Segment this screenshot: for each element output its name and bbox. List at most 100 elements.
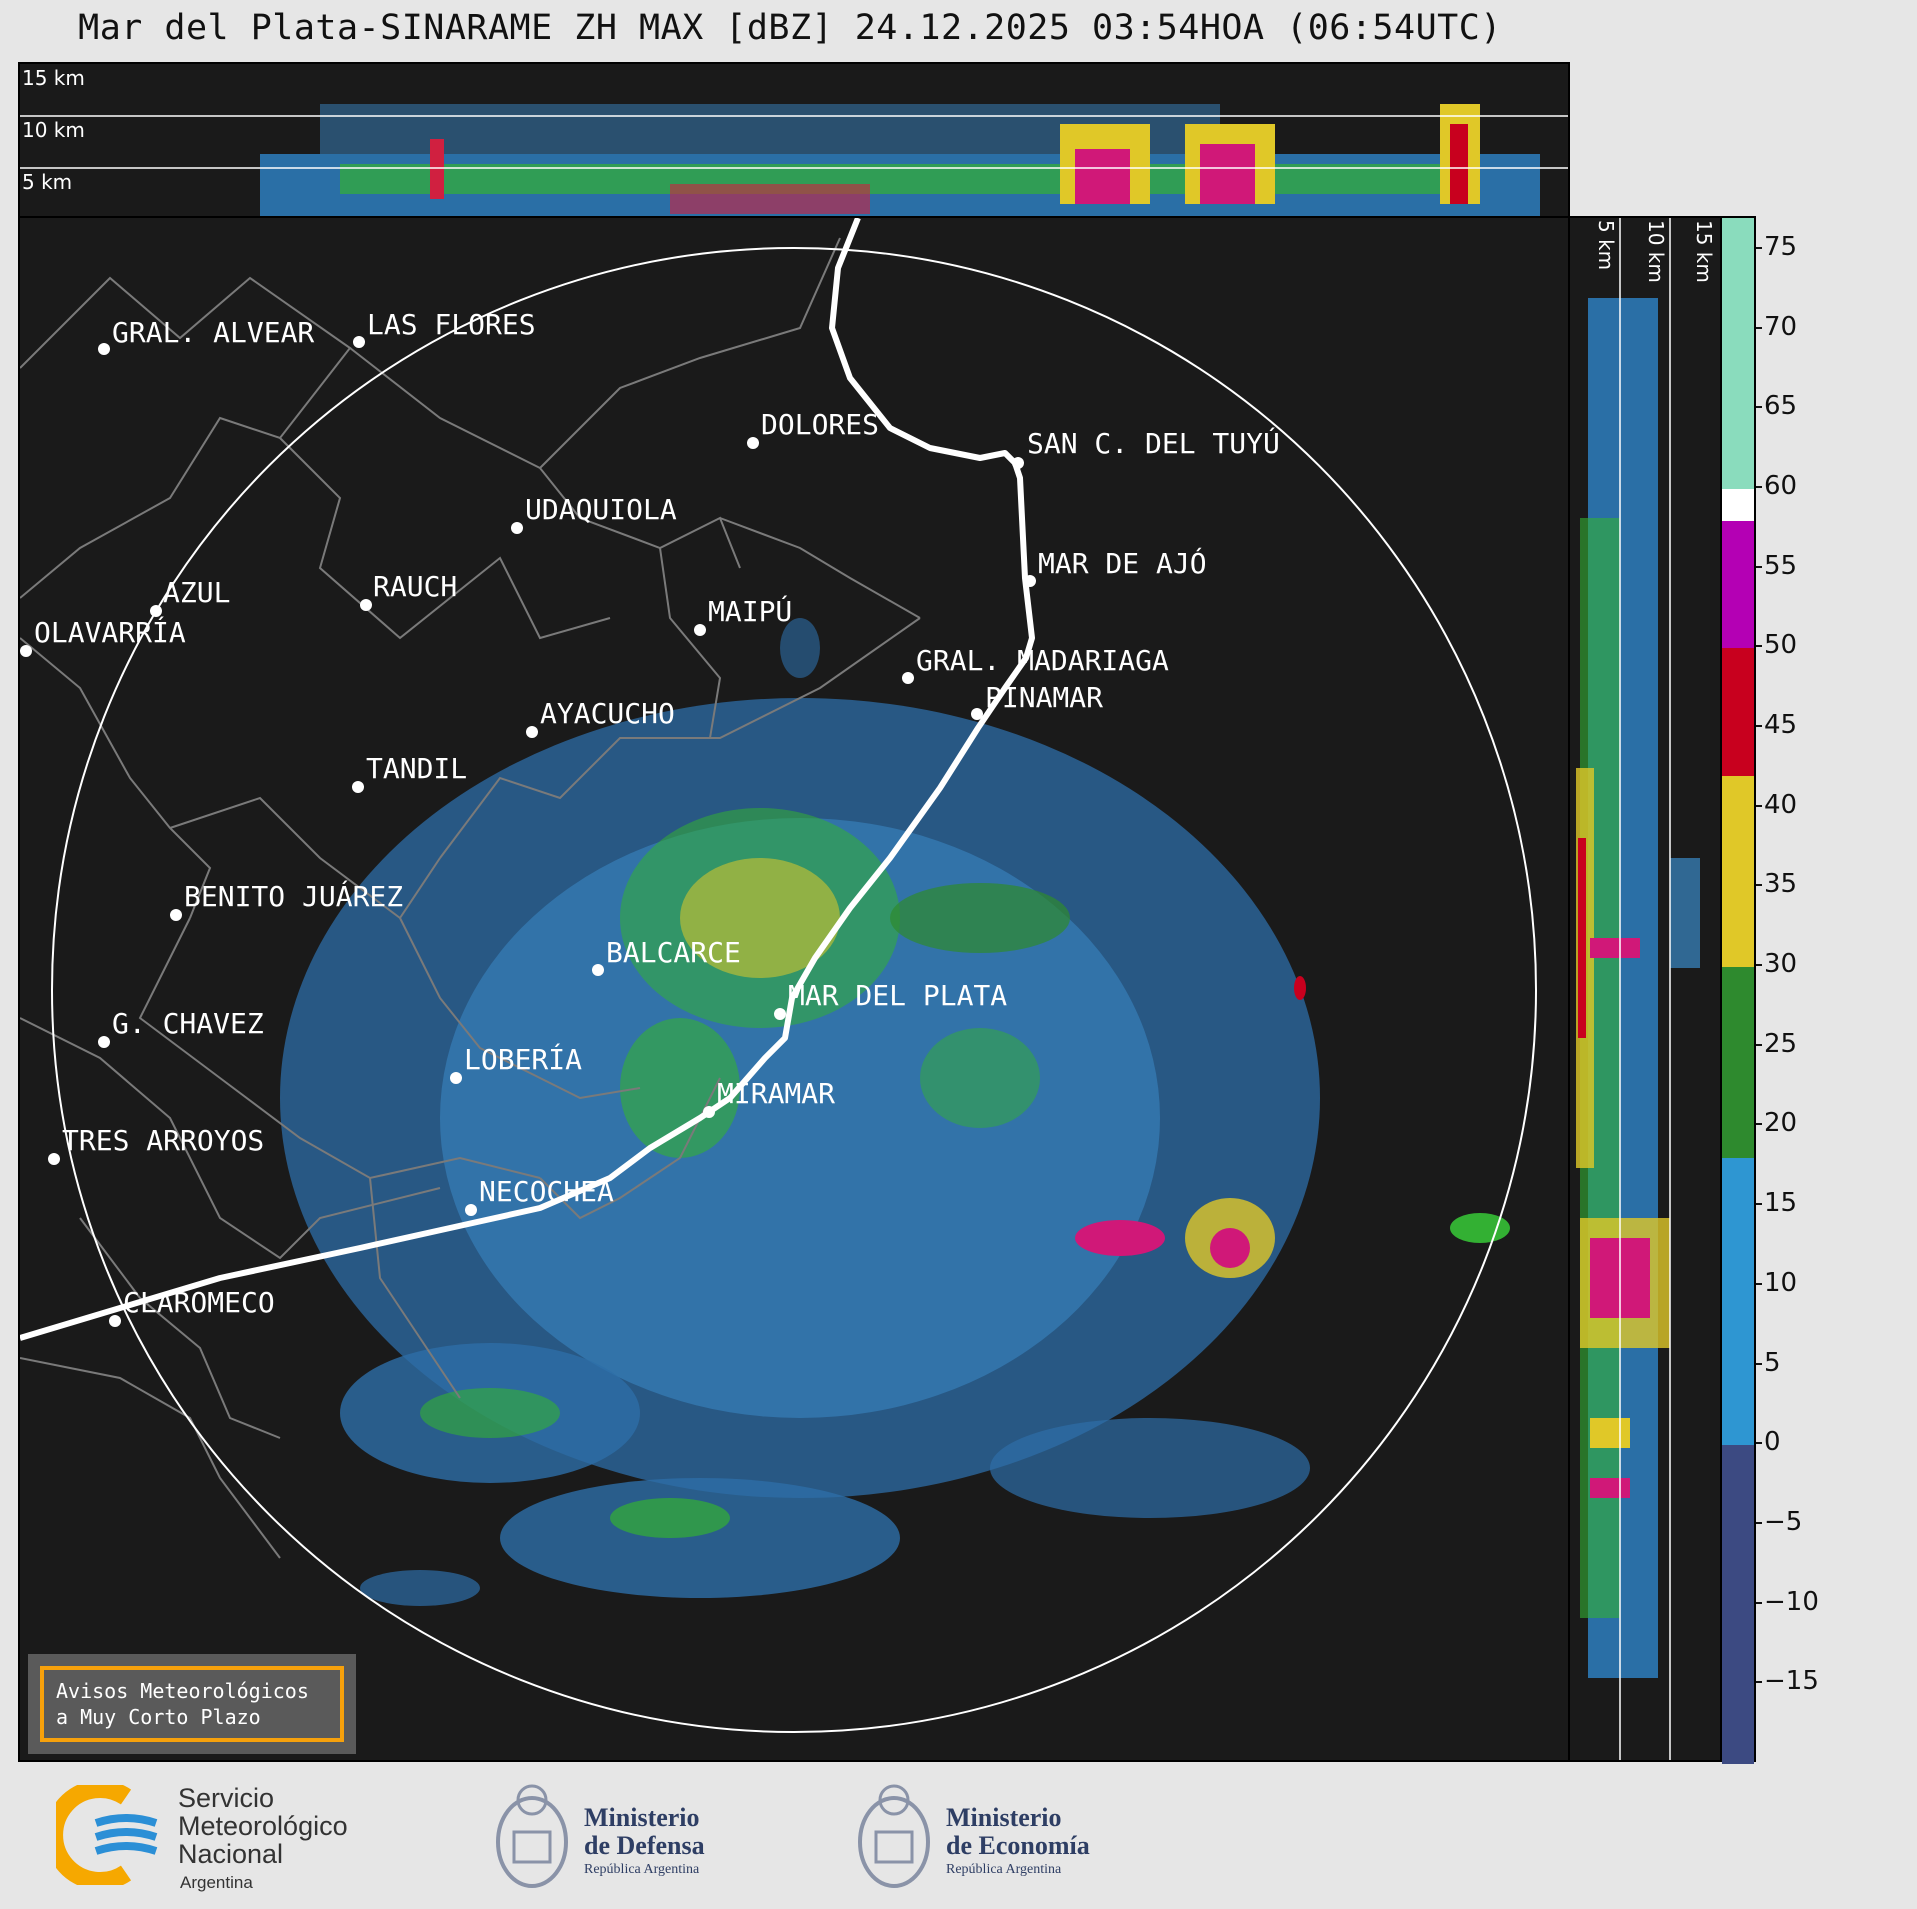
- city-dot-azul: [150, 605, 162, 617]
- smn-logo-icon: [45, 1780, 158, 1890]
- colorbar: [1720, 216, 1756, 1764]
- city-label-las-flores: LAS FLORES: [367, 308, 536, 341]
- defensa-seal-icon: [492, 1776, 572, 1896]
- city-dot-rauch: [360, 599, 372, 611]
- colorbar-tick-mark: [1756, 485, 1762, 488]
- radar-map: GRAL. ALVEAR LAS FLORES DOLORES SAN C. D…: [18, 216, 1570, 1762]
- top-cross-section: 15 km 10 km 5 km: [18, 62, 1570, 218]
- aviso-text: Avisos Meteorológicos a Muy Corto Plazo: [40, 1666, 344, 1742]
- city-markers: [20, 336, 1036, 1327]
- colorbar-tick-label: 75: [1764, 231, 1798, 262]
- economia-line1: Ministerio: [946, 1803, 1062, 1832]
- top-label-15km: 15 km: [22, 66, 85, 90]
- economia-sub: República Argentina: [946, 1862, 1062, 1877]
- side-label-15km: 15 km: [1692, 220, 1716, 283]
- colorbar-tick-label: 30: [1764, 949, 1798, 980]
- colorbar-tick-label: 15: [1764, 1188, 1798, 1219]
- colorbar-tick-label: −5: [1764, 1506, 1803, 1537]
- city-label-loberia: LOBERÍA: [464, 1042, 582, 1076]
- smn-line3: Nacional: [178, 1839, 284, 1869]
- colorbar-tick-mark: [1756, 326, 1762, 329]
- colorbar-tick-mark: [1756, 964, 1762, 967]
- city-dot-san-c-del-tuyu: [1012, 457, 1024, 469]
- economia-line2: de Economía: [946, 1831, 1090, 1860]
- colorbar-segment: [1722, 520, 1754, 649]
- colorbar-tick-mark: [1756, 406, 1762, 409]
- colorbar-tick-mark: [1756, 1442, 1762, 1445]
- colorbar-tick-mark: [1756, 1681, 1762, 1684]
- colorbar-tick-label: −15: [1764, 1666, 1819, 1697]
- side-label-5km: 5 km: [1594, 220, 1618, 271]
- top-label-10km: 10 km: [22, 118, 85, 142]
- colorbar-tick-label: 50: [1764, 630, 1798, 661]
- colorbar-tick-label: 55: [1764, 550, 1798, 581]
- colorbar-tick-mark: [1756, 1043, 1762, 1046]
- colorbar-tick-mark: [1756, 246, 1762, 249]
- colorbar-segment: [1722, 967, 1754, 1159]
- city-dot-gral-alvear: [98, 343, 110, 355]
- colorbar-tick-mark: [1756, 645, 1762, 648]
- city-label-azul: AZUL: [163, 576, 230, 609]
- smn-line2: Meteorológico: [178, 1811, 348, 1841]
- colorbar-tick-label: 65: [1764, 391, 1798, 422]
- city-label-rauch: RAUCH: [373, 570, 457, 603]
- city-dot-loberia: [450, 1072, 462, 1084]
- colorbar-tick-mark: [1756, 1203, 1762, 1206]
- side-echo-band: [1576, 298, 1700, 1678]
- colorbar-segment: [1722, 648, 1754, 776]
- top-echo-band: [260, 104, 1540, 216]
- city-dot-pinamar: [971, 708, 983, 720]
- city-labels: GRAL. ALVEAR LAS FLORES DOLORES SAN C. D…: [34, 308, 1280, 1319]
- city-dot-necochea: [465, 1204, 477, 1216]
- colorbar-tick-label: 35: [1764, 869, 1798, 900]
- city-dot-claromeco: [109, 1315, 121, 1327]
- smn-line4: Argentina: [180, 1873, 253, 1892]
- chart-title: Mar del Plata-SINARAME ZH MAX [dBZ] 24.1…: [78, 8, 1502, 48]
- colorbar-tick-label: 40: [1764, 789, 1798, 820]
- top-label-5km: 5 km: [22, 170, 73, 194]
- colorbar-tick-mark: [1756, 1521, 1762, 1524]
- city-label-gral-alvear: GRAL. ALVEAR: [112, 316, 314, 349]
- coastline: [20, 218, 1035, 1341]
- colorbar-tick-label: 70: [1764, 311, 1798, 342]
- city-label-san-c-del-tuyu: SAN C. DEL TUYÚ: [1027, 426, 1280, 460]
- colorbar-segment: [1722, 488, 1754, 521]
- city-dot-udaquiola: [511, 522, 523, 534]
- city-label-udaquiola: UDAQUIOLA: [525, 493, 677, 526]
- colorbar-tick-label: 10: [1764, 1267, 1798, 1298]
- city-dot-g-chavez: [98, 1036, 110, 1048]
- city-label-gral-madariaga: GRAL. MADARIAGA: [916, 644, 1169, 677]
- city-label-tandil: TANDIL: [366, 752, 467, 785]
- radar-map-svg: GRAL. ALVEAR LAS FLORES DOLORES SAN C. D…: [20, 218, 1537, 1733]
- colorbar-segment: [1722, 1445, 1754, 1764]
- city-label-mar-de-ajo: MAR DE AJÓ: [1038, 546, 1207, 580]
- colorbar-tick-label: 0: [1764, 1427, 1781, 1458]
- smn-logo: [45, 1780, 166, 1890]
- city-dot-dolores: [747, 437, 759, 449]
- colorbar-tick-label: 5: [1764, 1347, 1781, 1378]
- city-dot-las-flores: [353, 336, 365, 348]
- colorbar-tick-mark: [1756, 804, 1762, 807]
- colorbar-segment: [1722, 775, 1754, 968]
- city-dot-gral-madariaga: [902, 672, 914, 684]
- colorbar-tick-label: 20: [1764, 1108, 1798, 1139]
- colorbar-tick-label: 60: [1764, 470, 1798, 501]
- city-dot-tres-arroyos: [48, 1153, 60, 1165]
- range-ring: [51, 247, 1537, 1733]
- city-label-claromeco: CLAROMECO: [123, 1286, 275, 1319]
- smn-line1: Servicio: [178, 1783, 275, 1813]
- city-label-dolores: DOLORES: [761, 408, 879, 441]
- city-dot-balcarce: [592, 964, 604, 976]
- city-label-miramar: MIRAMAR: [717, 1077, 835, 1110]
- city-dot-maipu: [694, 624, 706, 636]
- echo-field: [280, 618, 1510, 1606]
- city-label-mar-del-plata: MAR DEL PLATA: [788, 979, 1007, 1012]
- city-label-benito-juarez: BENITO JUÁREZ: [184, 879, 403, 913]
- city-dot-mar-de-ajo: [1024, 575, 1036, 587]
- side-cross-section-svg: [1576, 218, 1700, 1760]
- side-cross-section: 5 km 10 km 15 km: [1568, 216, 1722, 1762]
- city-label-olavarria: OLAVARRÍA: [34, 615, 186, 649]
- aviso-box[interactable]: Avisos Meteorológicos a Muy Corto Plazo: [28, 1654, 356, 1754]
- defensa-line2: de Defensa: [584, 1831, 705, 1860]
- colorbar-tick-mark: [1756, 1601, 1762, 1604]
